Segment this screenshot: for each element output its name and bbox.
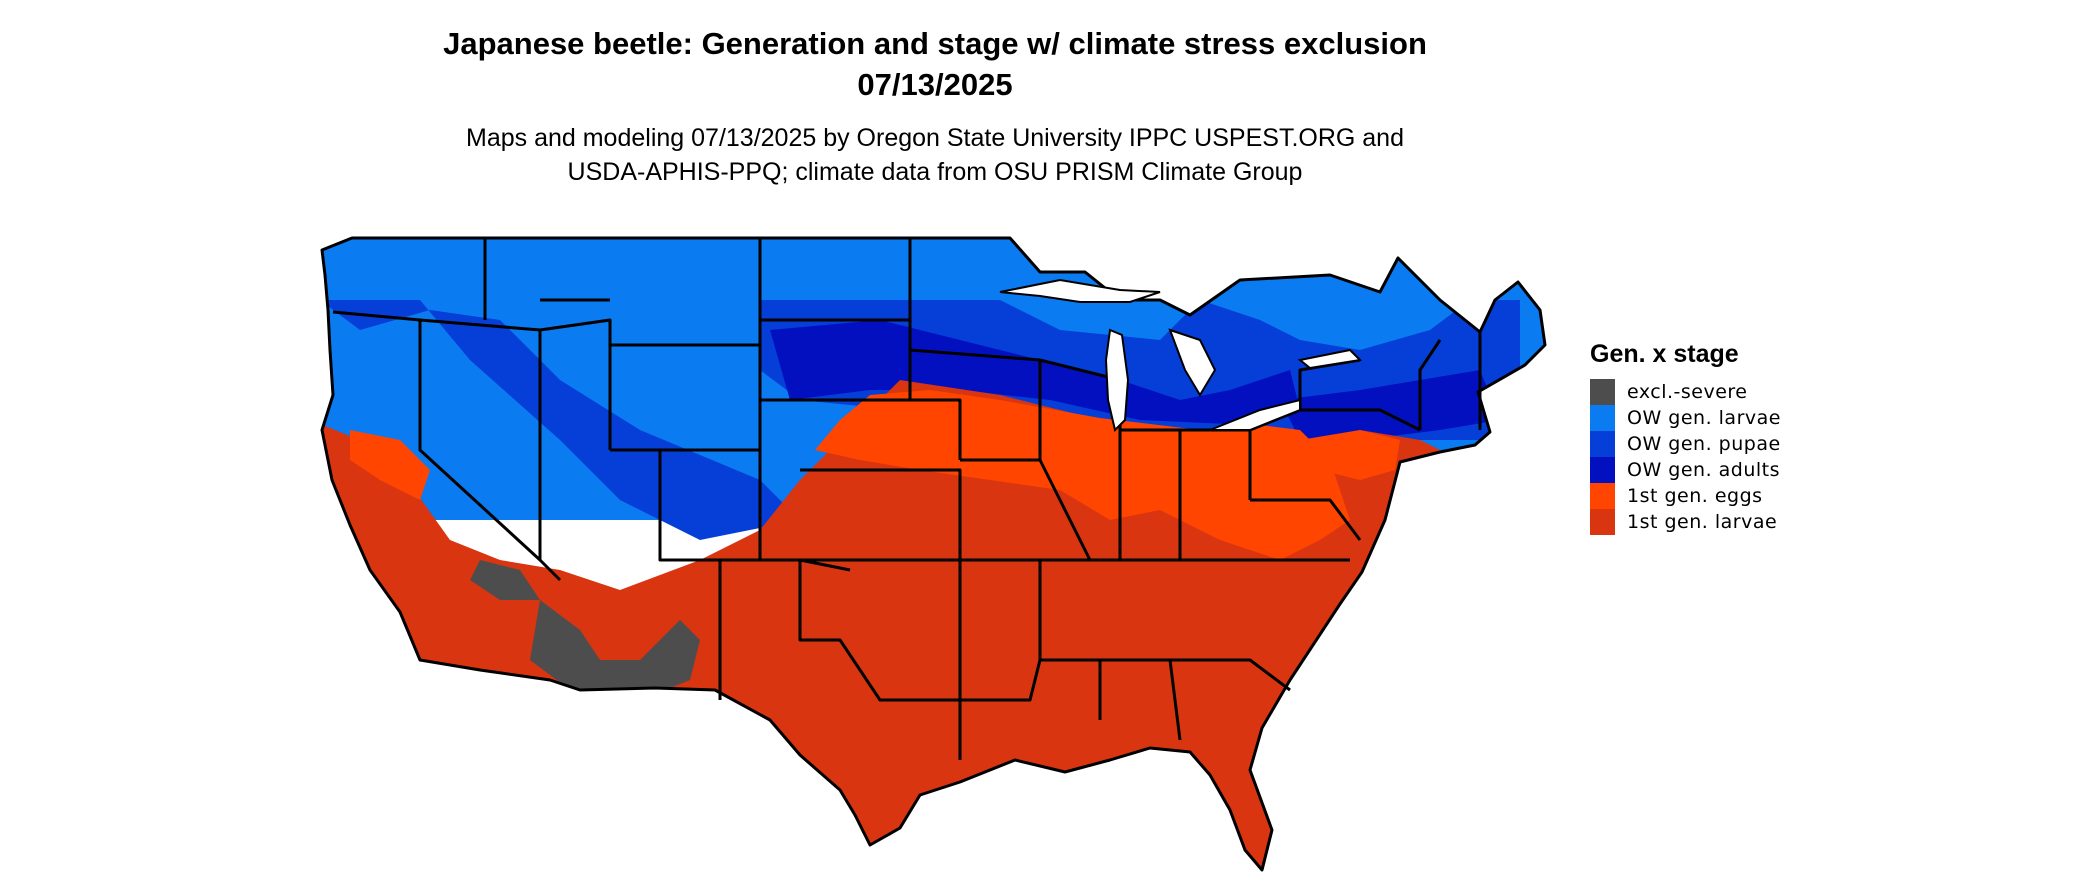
legend-swatch [1590,379,1615,405]
state-borders [320,236,1547,872]
legend-label: excl.-severe [1627,381,1748,403]
lake-huron [1168,328,1217,397]
legend-item: 1st gen. eggs [1590,483,1781,509]
region-first-gen-eggs [815,390,1350,560]
lake-erie [1209,398,1301,431]
legend-label: 1st gen. eggs [1627,485,1763,507]
great-lakes [999,278,1363,432]
legend-swatch [1590,405,1615,431]
border-central-interior [798,360,1092,760]
legend: Gen. x stage excl.-severe OW gen. larvae O… [1590,340,1781,535]
legend-item: excl.-severe [1590,379,1781,405]
legend-item: OW gen. larvae [1590,405,1781,431]
region-ow-pupae-west [322,300,800,540]
lake-superior [999,278,1161,303]
legend-item: OW gen. pupae [1590,431,1781,457]
map-title: Japanese beetle: Generation and stage w/… [443,26,1427,61]
legend-label: OW gen. larvae [1627,407,1781,429]
legend-items: excl.-severe OW gen. larvae OW gen. pupae O… [1590,379,1781,535]
legend-title: Gen. x stage [1590,340,1739,368]
border-north-interior [483,238,1041,460]
border-west-interior [332,310,851,700]
region-ow-adults [770,320,1300,425]
legend-swatch [1590,431,1615,457]
region-ow-adults-east [1280,370,1500,440]
legend-label: 1st gen. larvae [1627,511,1778,533]
map-subtitle-line1: Maps and modeling 07/13/2025 by Oregon S… [466,124,1404,152]
legend-item: OW gen. adults [1590,457,1781,483]
map-subtitle-line2: USDA-APHIS-PPQ; climate data from OSU PR… [567,158,1303,186]
legend-swatch [1590,457,1615,483]
region-first-gen-eggs-west [350,430,430,500]
us-outline [320,236,1547,872]
lake-ontario [1297,348,1363,370]
map-date: 07/13/2025 [857,67,1013,102]
legend-label: OW gen. adults [1627,459,1781,481]
legend-swatch [1590,509,1615,535]
lake-michigan [1104,328,1130,432]
region-excl-severe-2 [470,560,540,600]
legend-item: 1st gen. larvae [1590,509,1781,535]
legend-swatch [1590,483,1615,509]
region-first-gen-eggs-east [1300,430,1400,480]
legend-label: OW gen. pupae [1627,433,1781,455]
region-excl-severe [530,600,700,700]
